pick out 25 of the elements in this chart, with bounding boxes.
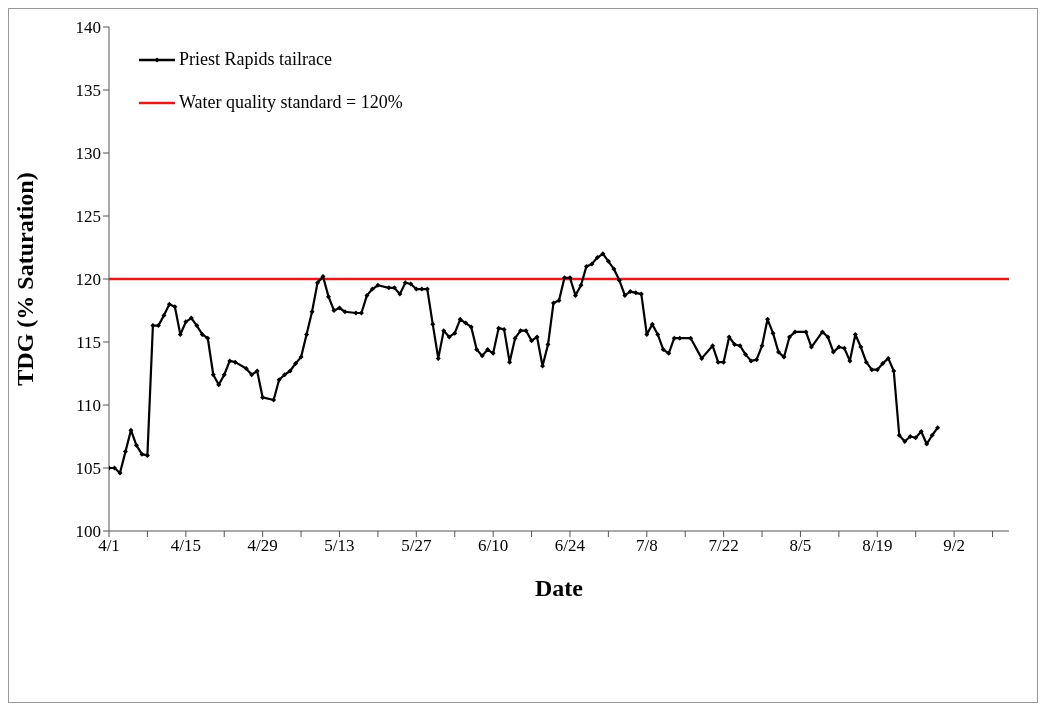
y-tick-label: 120 [75,270,101,290]
x-tick-label: 8/19 [862,536,893,556]
x-tick-label: 6/24 [554,536,586,556]
y-tick-label: 130 [75,144,101,164]
legend-label: Priest Rapids tailrace [179,49,332,70]
x-tick-label: 7/8 [635,536,658,556]
y-tick-label: 110 [76,396,101,416]
x-tick-label: 8/5 [789,536,812,556]
y-tick-label: 105 [75,459,101,479]
y-axis-title: TDG (% Saturation) [11,172,38,386]
x-tick-label: 4/1 [98,536,120,556]
y-tick-label: 125 [75,207,101,227]
legend-label: Water quality standard = 120% [179,92,403,113]
y-tick-label: 100 [75,522,101,542]
y-tick-label: 140 [75,18,101,38]
y-tick-label: 135 [75,81,101,101]
x-axis-title: Date [535,575,584,601]
x-tick-label: 5/27 [401,536,432,556]
x-tick-label: 6/10 [478,536,509,556]
y-tick-label: 115 [76,333,101,353]
x-tick-label: 4/15 [170,536,201,556]
x-tick-label: 4/29 [247,536,278,556]
x-tick-label: 9/2 [943,536,965,556]
x-tick-label: 5/13 [324,536,355,556]
x-tick-label: 7/22 [708,536,739,556]
